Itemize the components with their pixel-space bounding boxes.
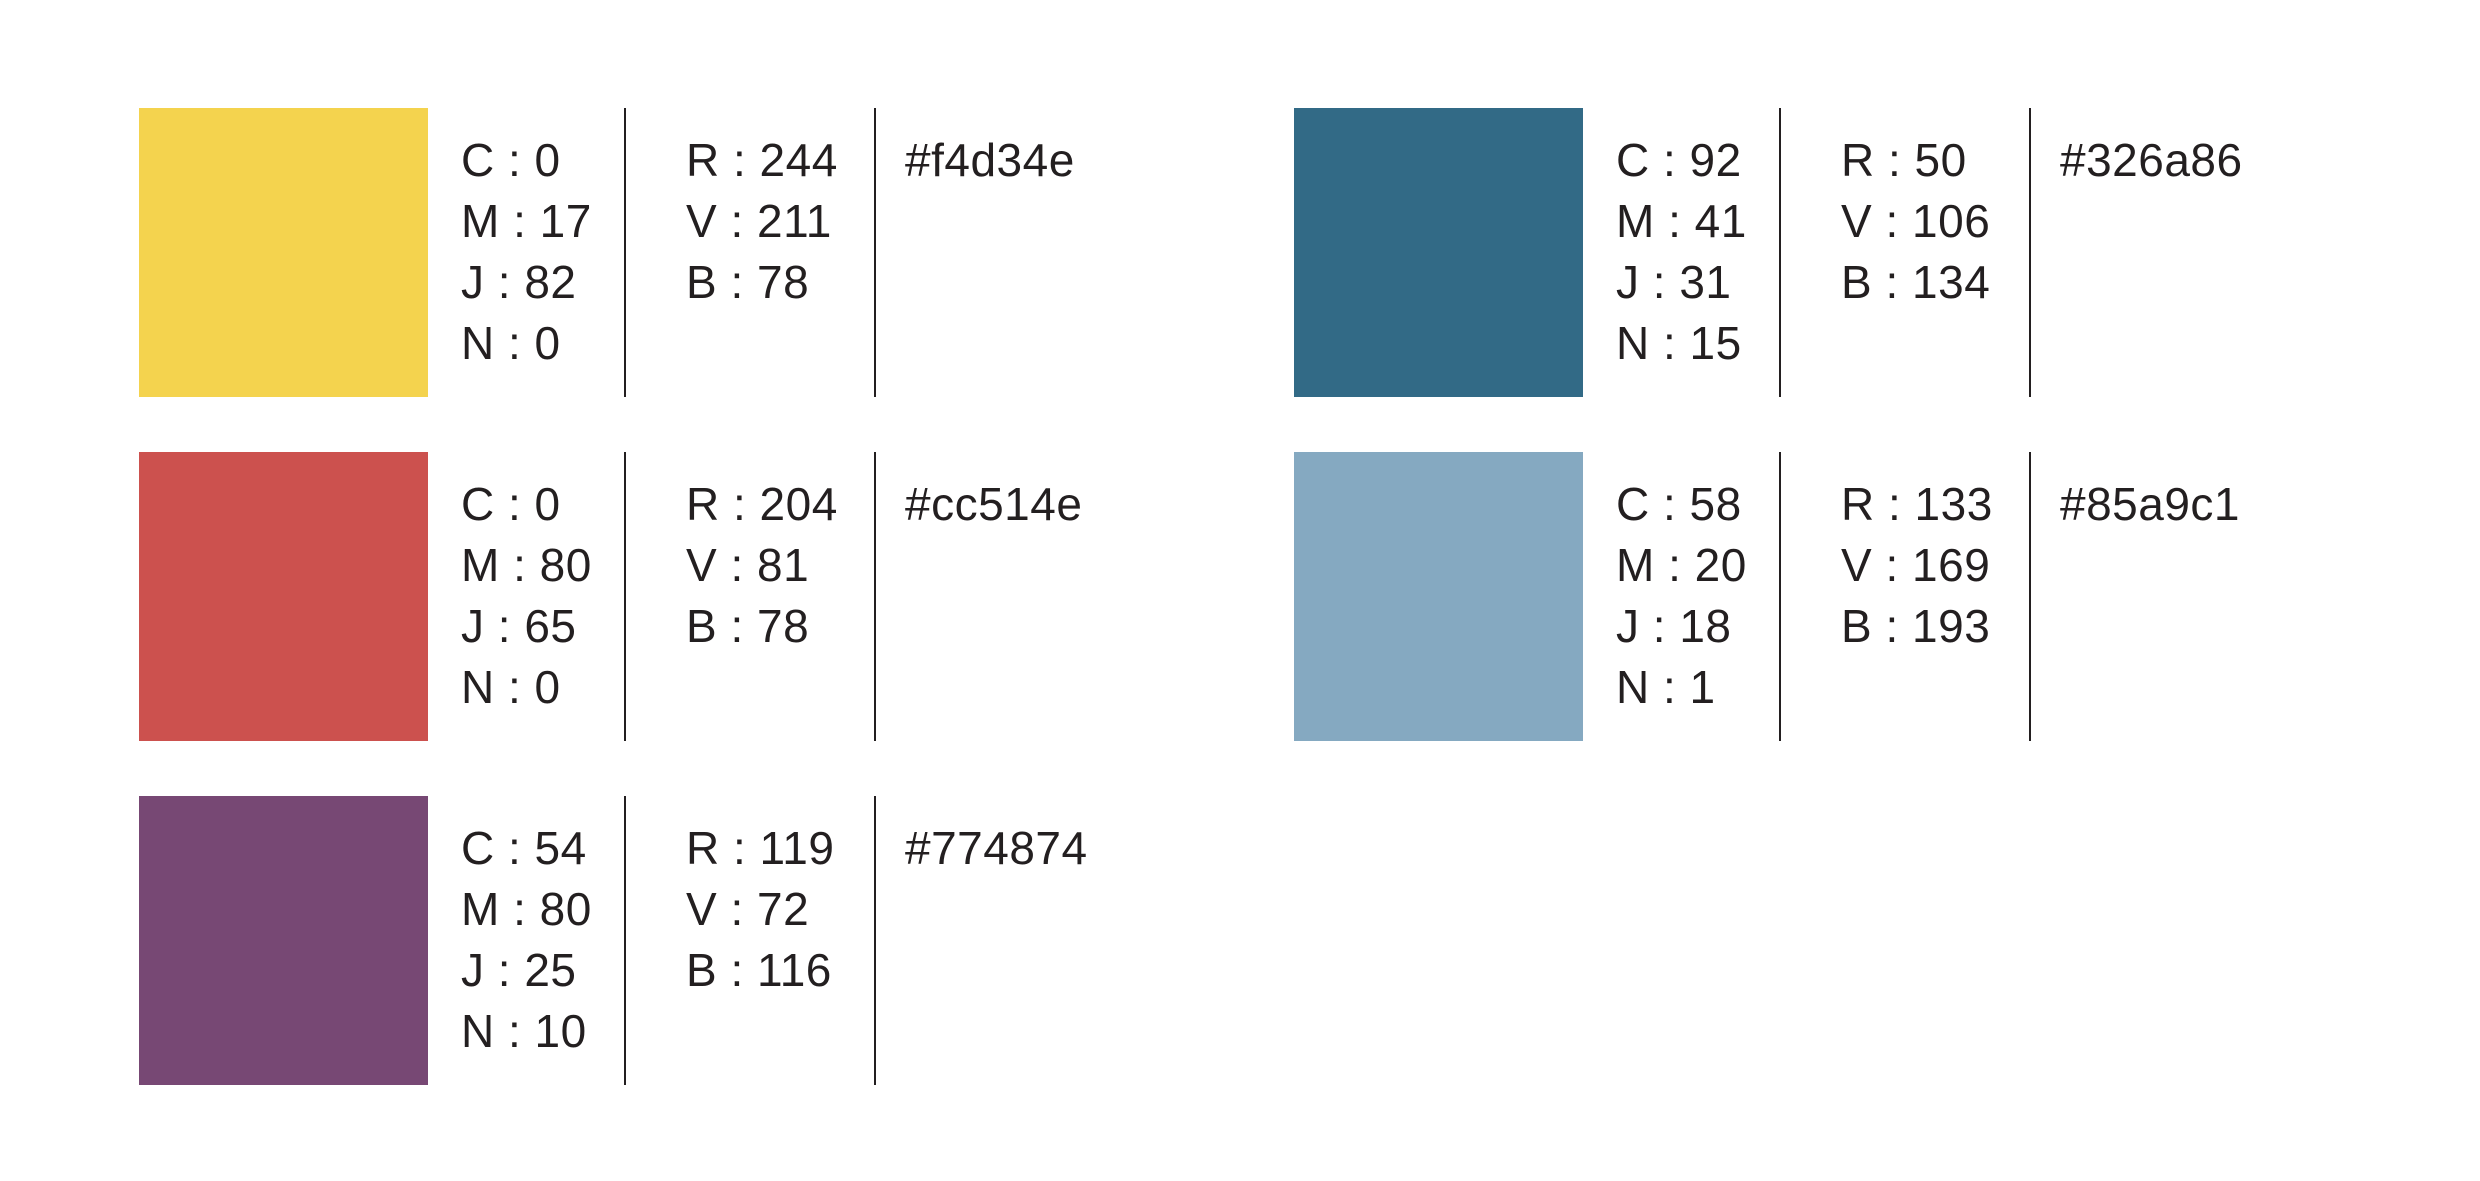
swatch-entry-light-blue: C : 58 M : 20 J : 18 N : 1 R : 133 V : 1… [1294, 452, 2304, 741]
hex-value: #326a86 [2060, 130, 2243, 191]
color-swatch [139, 796, 428, 1085]
rgb-r: R : 244 [686, 134, 838, 186]
divider [874, 796, 876, 1085]
divider [1779, 108, 1781, 397]
color-swatch [139, 452, 428, 741]
divider [624, 796, 626, 1085]
rgb-b: B : 78 [686, 600, 810, 652]
hex-value: #774874 [905, 818, 1088, 879]
cmyk-m: M : 17 [461, 195, 592, 247]
cmyk-n: N : 15 [1616, 317, 1742, 369]
cmyk-m: M : 20 [1616, 539, 1747, 591]
hex-value: #f4d34e [905, 130, 1075, 191]
cmyk-m: M : 80 [461, 883, 592, 935]
cmyk-c: C : 0 [461, 134, 561, 186]
cmyk-values: C : 92 M : 41 J : 31 N : 15 [1616, 130, 1747, 374]
hex-value: #cc514e [905, 474, 1082, 535]
cmyk-n: N : 0 [461, 317, 561, 369]
divider [624, 108, 626, 397]
cmyk-j: J : 65 [461, 600, 577, 652]
cmyk-j: J : 31 [1616, 256, 1732, 308]
hex-code: #774874 [905, 822, 1088, 874]
rgb-r: R : 204 [686, 478, 838, 530]
rgb-b: B : 193 [1841, 600, 1991, 652]
rgb-b: B : 78 [686, 256, 810, 308]
cmyk-values: C : 58 M : 20 J : 18 N : 1 [1616, 474, 1747, 718]
swatch-entry-purple: C : 54 M : 80 J : 25 N : 10 R : 119 V : … [139, 796, 1149, 1085]
hex-code: #85a9c1 [2060, 478, 2240, 530]
cmyk-c: C : 54 [461, 822, 587, 874]
cmyk-j: J : 18 [1616, 600, 1732, 652]
divider [2029, 108, 2031, 397]
rgb-v: V : 72 [686, 883, 810, 935]
swatch-entry-dark-blue: C : 92 M : 41 J : 31 N : 15 R : 50 V : 1… [1294, 108, 2304, 397]
cmyk-m: M : 41 [1616, 195, 1747, 247]
divider [624, 452, 626, 741]
cmyk-values: C : 0 M : 17 J : 82 N : 0 [461, 130, 592, 374]
divider [874, 452, 876, 741]
cmyk-c: C : 58 [1616, 478, 1742, 530]
cmyk-c: C : 0 [461, 478, 561, 530]
cmyk-n: N : 0 [461, 661, 561, 713]
rgb-r: R : 133 [1841, 478, 1993, 530]
divider [1779, 452, 1781, 741]
divider [2029, 452, 2031, 741]
color-swatch [1294, 452, 1583, 741]
rgb-v: V : 211 [686, 195, 832, 247]
divider [874, 108, 876, 397]
hex-code: #f4d34e [905, 134, 1075, 186]
cmyk-values: C : 54 M : 80 J : 25 N : 10 [461, 818, 592, 1062]
rgb-values: R : 133 V : 169 B : 193 [1841, 474, 1993, 657]
cmyk-j: J : 25 [461, 944, 577, 996]
swatch-entry-yellow: C : 0 M : 17 J : 82 N : 0 R : 244 V : 21… [139, 108, 1149, 397]
rgb-r: R : 119 [686, 822, 835, 874]
rgb-values: R : 119 V : 72 B : 116 [686, 818, 834, 1001]
rgb-b: B : 134 [1841, 256, 1991, 308]
cmyk-n: N : 10 [461, 1005, 587, 1057]
cmyk-j: J : 82 [461, 256, 577, 308]
cmyk-values: C : 0 M : 80 J : 65 N : 0 [461, 474, 592, 718]
rgb-b: B : 116 [686, 944, 832, 996]
rgb-v: V : 169 [1841, 539, 1991, 591]
rgb-values: R : 244 V : 211 B : 78 [686, 130, 838, 313]
cmyk-n: N : 1 [1616, 661, 1716, 713]
hex-value: #85a9c1 [2060, 474, 2240, 535]
swatch-entry-red: C : 0 M : 80 J : 65 N : 0 R : 204 V : 81… [139, 452, 1149, 741]
color-swatch [1294, 108, 1583, 397]
hex-code: #cc514e [905, 478, 1083, 530]
rgb-v: V : 106 [1841, 195, 1991, 247]
color-swatch [139, 108, 428, 397]
rgb-values: R : 204 V : 81 B : 78 [686, 474, 838, 657]
cmyk-c: C : 92 [1616, 134, 1742, 186]
rgb-v: V : 81 [686, 539, 810, 591]
cmyk-m: M : 80 [461, 539, 592, 591]
rgb-values: R : 50 V : 106 B : 134 [1841, 130, 1990, 313]
hex-code: #326a86 [2060, 134, 2243, 186]
rgb-r: R : 50 [1841, 134, 1967, 186]
